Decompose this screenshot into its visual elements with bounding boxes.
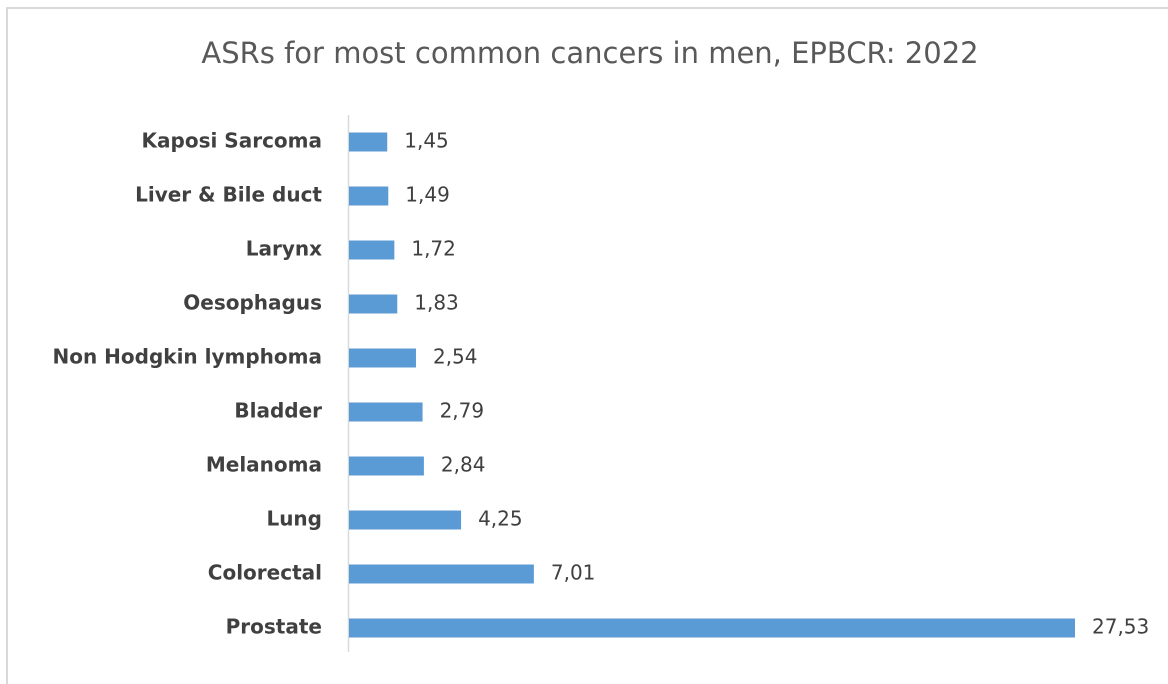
category-label: Lung <box>266 507 322 531</box>
data-label: 2,84 <box>441 453 486 477</box>
bar <box>349 348 416 368</box>
bar <box>349 240 395 260</box>
data-label: 7,01 <box>551 561 596 585</box>
data-label: 2,79 <box>440 399 485 423</box>
category-label: Larynx <box>246 237 322 261</box>
bar <box>349 132 388 152</box>
category-label: Kaposi Sarcoma <box>142 129 322 153</box>
category-label: Colorectal <box>208 561 322 585</box>
bar <box>349 402 423 422</box>
data-label: 1,45 <box>404 129 449 153</box>
data-label: 4,25 <box>478 507 523 531</box>
chart-border <box>6 7 1168 684</box>
data-label: 1,49 <box>405 183 450 207</box>
chart-title: ASRs for most common cancers in men, EPB… <box>201 36 978 70</box>
category-label: Bladder <box>234 399 322 423</box>
category-label: Non Hodgkin lymphoma <box>52 345 322 369</box>
data-label: 27,53 <box>1092 615 1149 639</box>
data-label: 2,54 <box>433 345 478 369</box>
category-label: Melanoma <box>206 453 322 477</box>
bar <box>349 456 424 476</box>
data-label: 1,83 <box>414 291 459 315</box>
bar <box>349 564 534 584</box>
data-label: 1,72 <box>411 237 456 261</box>
bar <box>349 510 462 530</box>
category-label: Prostate <box>226 615 322 639</box>
bar <box>349 186 389 206</box>
category-label: Liver & Bile duct <box>135 183 322 207</box>
bar <box>349 618 1075 638</box>
category-label: Oesophagus <box>183 291 322 315</box>
bar <box>349 294 398 314</box>
